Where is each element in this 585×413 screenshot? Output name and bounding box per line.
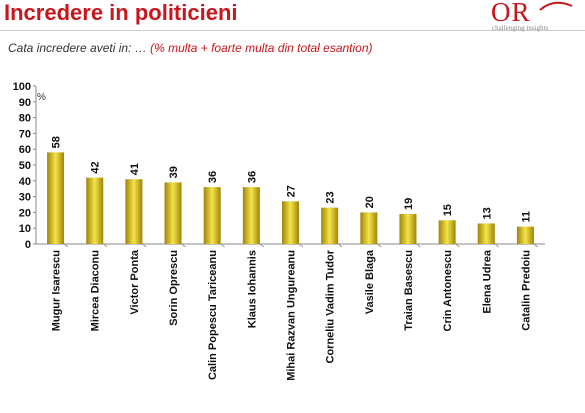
bar [399, 213, 417, 244]
bar-value-label: 36 [207, 171, 219, 183]
y-tick-label: 90 [19, 97, 31, 109]
logo-swoosh-icon [539, 1, 573, 11]
page-title: Incredere in politicieni [4, 0, 238, 25]
bar-value-label: 58 [51, 136, 63, 148]
brand-logo: OR challenging insights [488, 0, 580, 34]
x-tick-mark [533, 243, 539, 248]
category-label: Calin Popescu Tariceanu [207, 250, 219, 380]
x-tick-mark [102, 243, 108, 248]
y-tick-label: 20 [19, 207, 31, 219]
category-label: Traian Basescu [403, 250, 415, 331]
y-tick-label: 50 [19, 160, 31, 172]
x-tick-mark [220, 243, 225, 248]
bar-value-label: 19 [403, 198, 415, 210]
y-tick-label: 0 [25, 239, 31, 251]
bar [438, 220, 456, 244]
x-tick-mark [416, 243, 421, 248]
y-tick-label: 60 [19, 144, 31, 156]
bar-value-label: 42 [90, 161, 102, 173]
x-tick-mark [455, 243, 460, 248]
x-tick-mark [298, 243, 304, 248]
title-divider [0, 30, 585, 31]
bar [125, 179, 143, 244]
bar-value-label: 39 [168, 166, 180, 178]
bar-value-label: 27 [286, 185, 298, 197]
bar-value-label: 41 [129, 163, 141, 175]
x-tick-mark [181, 243, 186, 248]
logo-tagline: challenging insights [492, 24, 549, 32]
category-label: Corneliu Vadim Tudor [325, 249, 337, 363]
category-label: Mihai Razvan Ungureanu [286, 250, 298, 381]
bar [360, 212, 378, 244]
x-tick-mark [63, 243, 69, 248]
category-label: Catalin Predoiu [520, 250, 532, 331]
bar [321, 207, 339, 244]
bar [242, 187, 260, 244]
y-tick-label: 80 [19, 113, 31, 125]
y-tick-label: 100 [13, 81, 31, 93]
bar [86, 177, 104, 244]
category-label: Klaus Iohannis [246, 250, 258, 328]
bar [203, 187, 221, 244]
bar [477, 223, 495, 244]
y-axis-unit-label: % [37, 92, 46, 103]
subtitle-note: (% multa + foarte multa din total esanti… [150, 41, 373, 55]
chart-subtitle: Cata incredere aveti in: … (% multa + fo… [8, 41, 373, 55]
x-tick-mark [142, 243, 147, 248]
bar-value-label: 13 [481, 207, 493, 219]
category-label: Sorin Oprescu [168, 250, 180, 326]
x-tick-mark [494, 243, 500, 248]
bar-value-label: 23 [325, 191, 337, 203]
category-label: Mugur Isarescu [51, 250, 63, 331]
chart-labels: 58 Mugur Isarescu 42 Mircea Diaconu 41 Victor… [51, 136, 533, 381]
bar [47, 152, 65, 244]
chart-bars [47, 152, 534, 244]
y-tick-label: 40 [19, 176, 31, 188]
bar [282, 201, 299, 244]
category-label: Victor Ponta [129, 249, 141, 314]
x-tick-mark [259, 243, 265, 248]
x-tick-mark [377, 243, 382, 248]
category-label: Vasile Blaga [364, 249, 376, 314]
logo-wordmark: OR [491, 0, 531, 27]
subtitle-question: Cata incredere aveti in: … [8, 41, 147, 55]
category-label: Crin Antonescu [442, 250, 454, 332]
bar-value-label: 15 [442, 204, 454, 216]
y-tick-label: 70 [19, 128, 31, 140]
bar-value-label: 11 [520, 211, 532, 223]
bar [164, 182, 182, 244]
bar-value-label: 20 [364, 196, 376, 208]
category-label: Elena Udrea [481, 249, 493, 313]
y-tick-label: 10 [19, 223, 31, 235]
x-tick-mark [337, 243, 343, 248]
bar-value-label: 36 [246, 171, 258, 183]
y-tick-label: 30 [19, 192, 31, 204]
bar [516, 226, 534, 244]
category-label: Mircea Diaconu [90, 250, 102, 331]
